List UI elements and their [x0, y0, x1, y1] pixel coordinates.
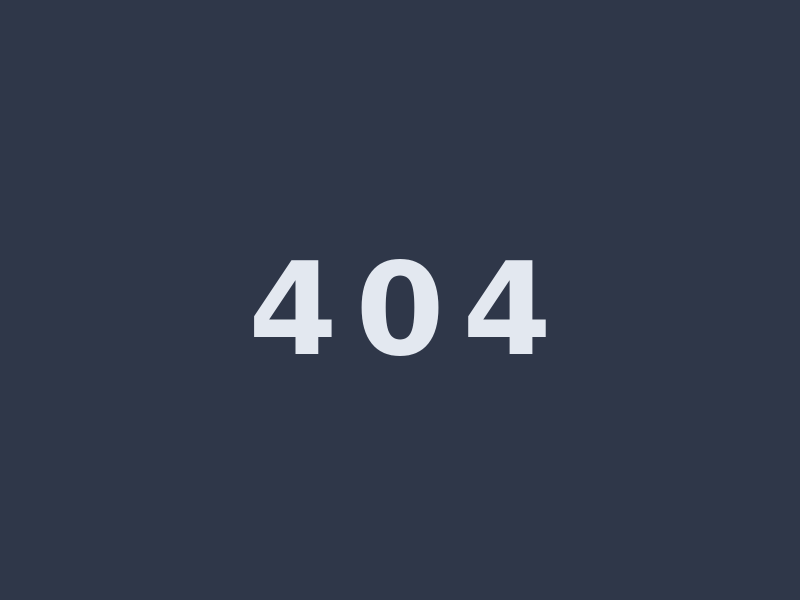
error-code: 404 — [248, 236, 570, 385]
